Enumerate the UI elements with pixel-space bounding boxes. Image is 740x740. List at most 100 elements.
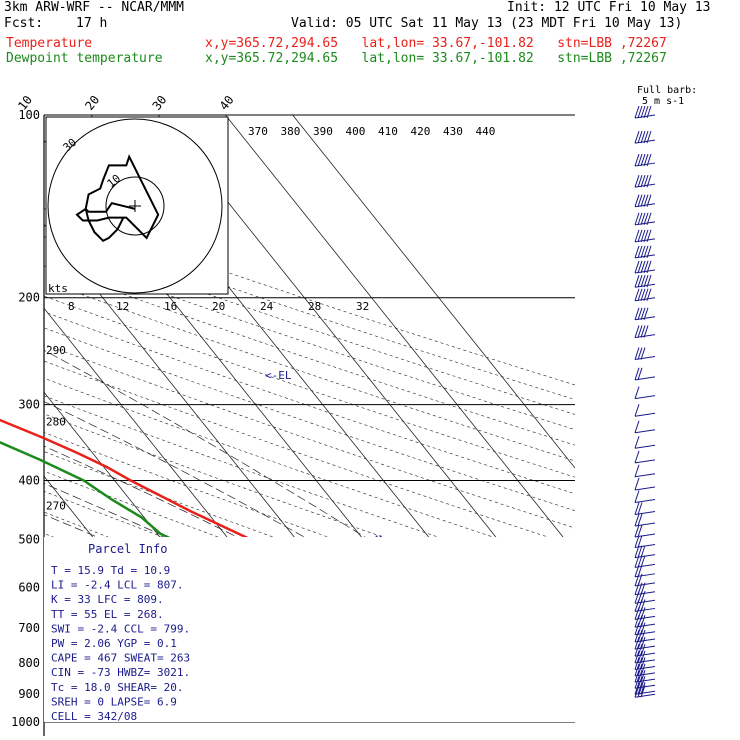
- wind-barb-flag: [634, 615, 640, 628]
- wind-barb-flag: [637, 622, 643, 635]
- wind-barb-flag: [634, 386, 640, 399]
- wind-barb-flag: [634, 490, 640, 503]
- wind-barb-flag: [637, 288, 643, 301]
- wind-barb-flag: [640, 637, 646, 650]
- wind-barb-flag: [634, 130, 640, 144]
- hodograph-trace: [75, 154, 160, 243]
- wind-barb-flag: [634, 629, 640, 643]
- temperature-location: x,y=365.72,294.65 lat,lon= 33.67,-101.82…: [205, 36, 667, 51]
- wind-barb-flag: [646, 153, 652, 167]
- wind-barb-flag: [640, 229, 646, 243]
- theta-label: 280: [46, 416, 66, 429]
- wind-barb-flag: [646, 229, 652, 243]
- wind-barb: [634, 412, 656, 417]
- wind-barb-flag: [640, 105, 646, 119]
- wind-barb-flag: [634, 229, 640, 243]
- wind-barb-flag: [637, 194, 643, 207]
- valid-time: Valid: 05 UTC Sat 11 May 13 (23 MDT Fri …: [291, 16, 683, 31]
- wind-barb-flag: [637, 275, 643, 288]
- theta-label: 270: [46, 499, 66, 512]
- wind-barb-flag: [637, 130, 643, 144]
- pressure-tick-label: 600: [18, 580, 40, 594]
- wind-barb-flag: [637, 175, 643, 188]
- wind-barb-flag: [646, 245, 652, 259]
- wind-barb-flag: [634, 622, 640, 635]
- parcel-info-row: T = 15.9 Td = 10.9: [51, 564, 170, 577]
- hodograph-speed-tick: 16: [164, 300, 177, 313]
- wind-barb-flag: [643, 325, 649, 338]
- wind-barb-flag: [634, 275, 640, 288]
- wind-barb-flag: [637, 502, 643, 515]
- wind-barb-flag: [634, 464, 640, 477]
- wind-barb-flag: [634, 685, 640, 698]
- dry-adiabat: [44, 250, 575, 430]
- wind-barb-flag: [643, 194, 649, 207]
- wind-barb-flag: [646, 212, 652, 226]
- parcel-info-row: SWI = -2.4 CCL = 799.: [51, 622, 190, 635]
- wind-barb-flag: [640, 153, 646, 167]
- wind-barb-flag: [643, 130, 649, 144]
- wind-barb-flag: [634, 325, 640, 338]
- pressure-tick-label: 700: [18, 621, 40, 635]
- wind-barb-flag: [637, 629, 643, 643]
- wind-barb-flag: [634, 650, 640, 664]
- wind-barb-flag: [640, 650, 646, 664]
- parcel-info-row: PW = 2.06 YGP = 0.1: [51, 637, 177, 650]
- pressure-tick-label: 100: [18, 108, 40, 122]
- pressure-tick-label: 800: [18, 656, 40, 670]
- parcel-info-row: CIN = -73 HWBZ= 3021.: [51, 666, 190, 679]
- wind-barb: [634, 395, 656, 400]
- wind-barb-flag: [637, 325, 643, 338]
- wind-barb-flag: [643, 229, 649, 243]
- wind-barb-flag: [634, 404, 640, 417]
- wind-barb-flag: [640, 669, 646, 683]
- wind-barb-flag: [634, 513, 640, 527]
- hodograph-speed-tick: 24: [260, 300, 274, 313]
- hodograph-speed-tick: 8: [68, 300, 75, 313]
- wind-barb-flag: [640, 682, 646, 695]
- wind-barb-flag: [634, 682, 640, 695]
- wind-barb-flag: [634, 194, 640, 207]
- dry-adiabat: [44, 222, 575, 400]
- temperature-legend: Temperature: [6, 36, 93, 51]
- wind-barb-flag: [634, 245, 640, 259]
- hodograph-ring: [105, 176, 165, 236]
- wind-barb-flag: [637, 307, 643, 320]
- hodograph-unit-label: kts: [48, 282, 68, 295]
- wind-barb-flag: [634, 105, 640, 119]
- wind-barb-flag: [646, 105, 652, 119]
- isotherm-label: 30: [150, 93, 170, 113]
- wind-barb-flag: [634, 582, 640, 595]
- wind-barb-flag: [640, 347, 646, 360]
- wind-barb-flag: [640, 175, 646, 188]
- wind-barb-flag: [634, 153, 640, 167]
- wind-barb-flag: [637, 212, 643, 226]
- theta-label: 290: [46, 344, 66, 357]
- wind-barb-flag: [640, 307, 646, 320]
- wind-barb-flag: [634, 599, 640, 612]
- wind-barb-flag: [640, 194, 646, 207]
- wind-barb-flag: [634, 676, 640, 689]
- wind-barb-flag: [637, 535, 643, 548]
- wind-barb-flag: [640, 685, 646, 698]
- wind-barb-flag: [640, 643, 646, 657]
- hodograph-speed-tick: 32: [356, 300, 369, 313]
- wind-barb: [634, 429, 656, 434]
- wind-barb-flag: [637, 682, 643, 695]
- theta-label: 390: [313, 125, 333, 138]
- theta-label: 400: [346, 125, 366, 138]
- theta-label: 420: [411, 125, 431, 138]
- wind-barb-flag: [634, 367, 640, 380]
- wind-barb-flag: [634, 564, 640, 577]
- wind-barb-flag: [634, 643, 640, 657]
- wind-barb-flag: [637, 643, 643, 657]
- init-time: Init: 12 UTC Fri 10 May 13: [507, 0, 711, 15]
- model-name: 3km ARW-WRF -- NCAR/MMM: [4, 0, 185, 15]
- parcel-info-row: LI = -2.4 LCL = 807.: [51, 579, 183, 592]
- wind-barb-flag: [634, 657, 640, 670]
- wind-barb-flag: [640, 629, 646, 643]
- wind-barb-flag: [634, 450, 640, 464]
- wind-barb-flag: [634, 524, 640, 538]
